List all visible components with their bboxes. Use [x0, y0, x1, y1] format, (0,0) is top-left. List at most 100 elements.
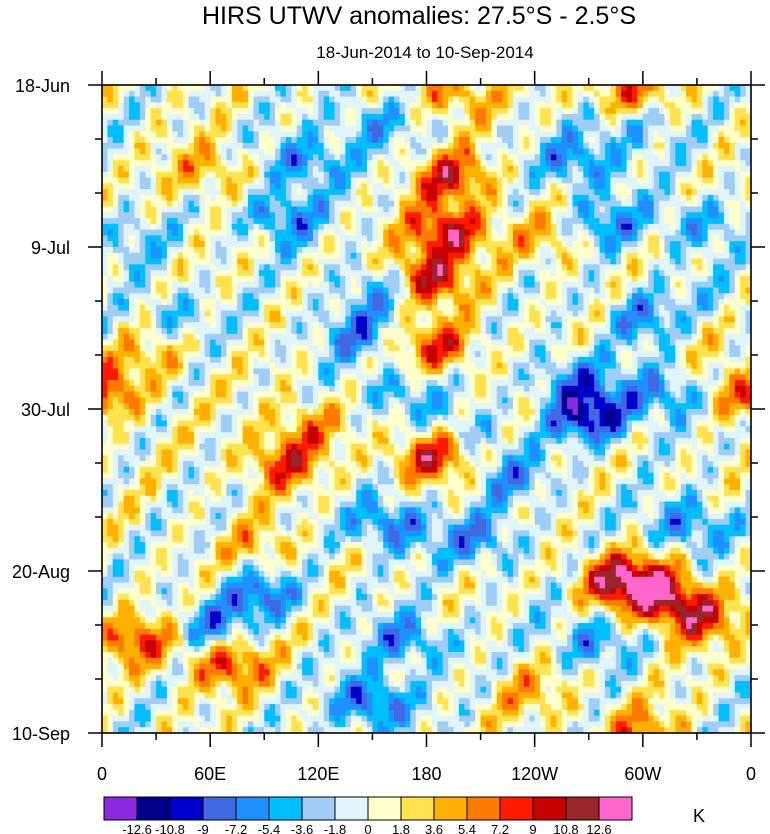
heatmap-cell [675, 229, 682, 237]
heatmap-cell [448, 281, 455, 289]
heatmap-cell [258, 304, 265, 312]
heatmap-cell [485, 137, 492, 144]
heatmap-cell [258, 258, 265, 265]
heatmap-cell [166, 218, 173, 225]
heatmap-cell [572, 223, 579, 231]
heatmap-cell [545, 229, 552, 237]
heatmap-cell [686, 212, 693, 219]
heatmap-cell [567, 310, 574, 318]
heatmap-cell [161, 90, 168, 98]
heatmap-cell [594, 90, 601, 98]
heatmap-cell [134, 316, 141, 323]
heatmap-cell [296, 299, 303, 306]
heatmap-cell [696, 171, 703, 179]
heatmap-cell [648, 264, 655, 271]
heatmap-cell [404, 113, 411, 121]
heatmap-cell [339, 113, 346, 121]
heatmap-cell [577, 85, 584, 92]
heatmap-cell [302, 160, 309, 167]
heatmap-cell [513, 189, 520, 196]
heatmap-cell [659, 194, 666, 202]
heatmap-cell [421, 281, 428, 289]
heatmap-cell [118, 113, 125, 121]
heatmap-cell [318, 154, 325, 161]
heatmap-cell [231, 241, 238, 248]
heatmap-cell [632, 258, 639, 265]
heatmap-cell [134, 322, 141, 329]
heatmap-cell [718, 229, 725, 237]
heatmap-cell [177, 218, 184, 225]
heatmap-cell [599, 281, 606, 289]
heatmap-cell [707, 287, 714, 294]
heatmap-cell [394, 194, 401, 202]
heatmap-cell [648, 310, 655, 318]
heatmap-cell [404, 189, 411, 196]
heatmap-cell [253, 287, 260, 294]
heatmap-cell [231, 287, 238, 294]
heatmap-cell [404, 304, 411, 312]
heatmap-cell [166, 194, 173, 202]
heatmap-cell [421, 218, 428, 225]
heatmap-cell [107, 218, 114, 225]
heatmap-cell [415, 148, 422, 156]
heatmap-cell [253, 229, 260, 237]
heatmap-cell [183, 206, 190, 213]
heatmap-cell [107, 322, 114, 329]
heatmap-cell [437, 206, 444, 213]
heatmap-cell [156, 148, 163, 156]
heatmap-cell [193, 270, 200, 277]
heatmap-cell [226, 247, 233, 254]
heatmap-cell [210, 200, 217, 208]
heatmap-cell [626, 154, 633, 161]
heatmap-cell [464, 223, 471, 231]
heatmap-cell [572, 96, 579, 103]
heatmap-cell [686, 166, 693, 173]
heatmap-cell [707, 310, 714, 318]
heatmap-cell [410, 252, 417, 260]
heatmap-cell [421, 183, 428, 190]
heatmap-cell [729, 189, 736, 196]
heatmap-cell [156, 131, 163, 138]
heatmap-cell [453, 241, 460, 248]
heatmap-cell [296, 194, 303, 202]
heatmap-cell [431, 258, 438, 265]
heatmap-cell [253, 206, 260, 213]
heatmap-cell [534, 310, 541, 318]
heatmap-cell [139, 212, 146, 219]
heatmap-cell [567, 316, 574, 323]
heatmap-cell [415, 131, 422, 138]
heatmap-cell [691, 119, 698, 127]
heatmap-cell [102, 252, 109, 260]
heatmap-cell [496, 241, 503, 248]
heatmap-cell [199, 235, 206, 242]
heatmap-cell [583, 299, 590, 306]
heatmap-cell [188, 154, 195, 161]
heatmap-cell [264, 177, 271, 184]
heatmap-cell [156, 119, 163, 127]
heatmap-cell [318, 316, 325, 323]
heatmap-cell [350, 206, 357, 213]
heatmap-cell [248, 194, 255, 202]
heatmap-cell [280, 194, 287, 202]
heatmap-cell [150, 281, 157, 289]
heatmap-cell [480, 270, 487, 277]
heatmap-cell [718, 241, 725, 248]
heatmap-cell [291, 212, 298, 219]
heatmap-cell [161, 252, 168, 260]
heatmap-cell [231, 108, 238, 115]
heatmap-cell [529, 194, 536, 202]
heatmap-cell [193, 131, 200, 138]
heatmap-cell [394, 166, 401, 173]
heatmap-cell [253, 212, 260, 219]
heatmap-cell [448, 270, 455, 277]
heatmap-cell [642, 299, 649, 306]
heatmap-cell [599, 189, 606, 196]
heatmap-cell [188, 258, 195, 265]
heatmap-cell [318, 189, 325, 196]
heatmap-cell [394, 310, 401, 318]
heatmap-cell [696, 154, 703, 161]
heatmap-cell [102, 160, 109, 167]
heatmap-cell [577, 119, 584, 127]
heatmap-cell [513, 287, 520, 294]
heatmap-cell [426, 310, 433, 318]
